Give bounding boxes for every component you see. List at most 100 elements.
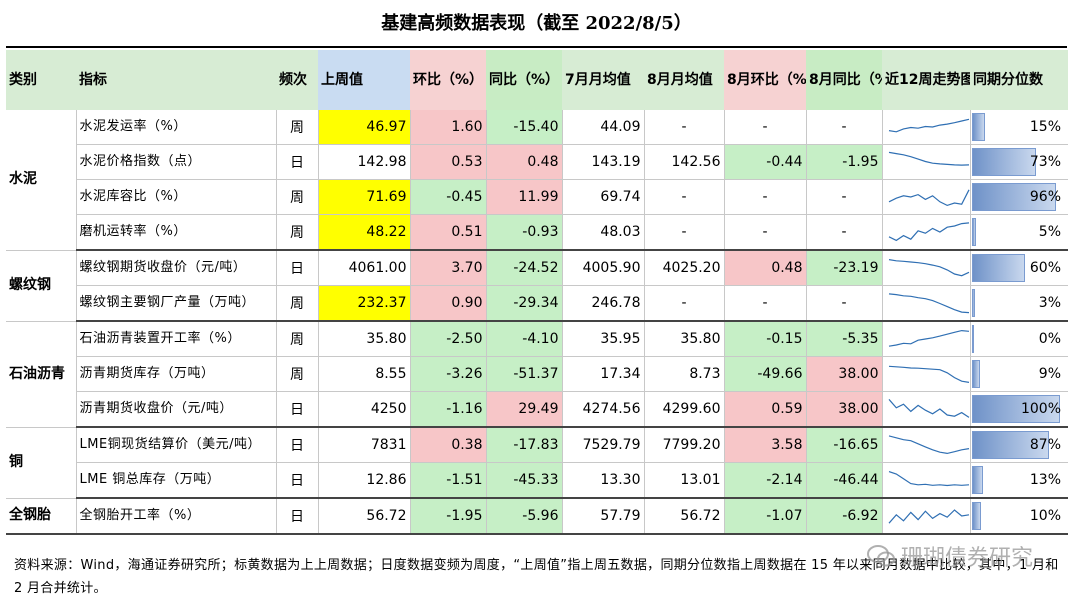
table-row: 螺纹钢 螺纹钢期货收盘价（元/吨）日 4061.00 3.70 -24.52 4005.9… <box>6 250 1068 322</box>
data-table: 类别 指标 频次 上周值 环比（%） 同比（%） 7月月均值 8月月均值 8月环… <box>6 50 1068 535</box>
aug-yoy-value: -46.44 <box>805 462 882 499</box>
yoy-value: -29.34 <box>485 285 562 322</box>
table-row: 螺纹钢主要钢厂产量（万吨）周 232.37 0.90 -29.34 246.78- - -3… <box>6 285 1068 322</box>
percentile-cell: 13% <box>969 462 1068 499</box>
yoy-value: 29.49 <box>485 391 562 428</box>
wow-value: -0.45 <box>409 179 486 215</box>
yoy-value: -4.10 <box>485 321 562 357</box>
jul-avg-value: 69.74 <box>561 179 644 215</box>
sparkline <box>888 151 969 166</box>
frequency-label: 日 <box>275 498 318 535</box>
sparkline-cell <box>881 427 970 463</box>
aug-mom-value: - <box>723 110 806 145</box>
aug-avg-value: 35.80 <box>643 321 724 357</box>
last-week-value: 7831 <box>317 427 410 463</box>
percentile-value: 100% <box>1020 401 1061 417</box>
percentile-value: 3% <box>1038 295 1061 311</box>
frequency-label: 周 <box>275 356 318 392</box>
percentile-cell: 9% <box>969 356 1068 392</box>
indicator-label: 磨机运转率（%） <box>75 214 276 251</box>
wow-value: 0.51 <box>409 214 486 251</box>
table-row: 沥青期货收盘价（元/吨）日 4250 -1.16 29.49 4274.56 4299.6… <box>6 391 1068 428</box>
percentile-value: 13% <box>1029 472 1061 488</box>
category-label: 全钢胎 <box>6 498 76 535</box>
sparkline-cell <box>881 356 970 392</box>
category-label: 水泥 <box>6 110 76 251</box>
percentile-bar <box>971 183 1056 211</box>
aug-yoy-value: - <box>805 179 882 215</box>
yoy-value: -45.33 <box>485 462 562 499</box>
wow-value: 0.90 <box>409 285 486 322</box>
header-row: 类别 指标 频次 上周值 环比（%） 同比（%） 7月月均值 8月月均值 8月环… <box>6 50 1068 110</box>
aug-yoy-value: -6.92 <box>805 498 882 535</box>
last-week-value: 4250 <box>317 391 410 428</box>
wow-value: -1.95 <box>409 498 486 535</box>
yoy-value: -17.83 <box>485 427 562 463</box>
page-title: 基建高频数据表现（截至 2022/8/5） <box>381 13 692 34</box>
watermark-text: 珊瑚债券研究 <box>900 546 1033 571</box>
sparkline <box>888 365 969 383</box>
table-row: 磨机运转率（%）周 48.22 0.51 -0.93 48.03- - -5% <box>6 214 1068 251</box>
jul-avg-value: 143.19 <box>561 144 644 180</box>
table-row: 水泥 水泥发运率（%）周 46.97 1.60 -15.40 44.09- - -15% <box>6 110 1068 251</box>
percentile-cell: 87% <box>969 427 1068 463</box>
indicator-label: 水泥库容比（%） <box>75 179 276 215</box>
jul-avg-value: 13.30 <box>561 462 644 499</box>
jul-avg-value: 17.34 <box>561 356 644 392</box>
percentile-bar <box>971 254 1025 282</box>
last-week-value: 232.37 <box>317 285 410 322</box>
aug-avg-value: - <box>643 110 724 145</box>
category-label: 石油沥青 <box>6 321 76 428</box>
percentile-value: 96% <box>1029 189 1061 205</box>
header-trend: 近12周走势图 <box>882 50 970 110</box>
aug-avg-value: 56.72 <box>643 498 724 535</box>
aug-avg-value: - <box>643 285 724 322</box>
sparkline <box>888 118 969 133</box>
yoy-value: -24.52 <box>485 250 562 286</box>
aug-mom-value: -2.14 <box>723 462 806 499</box>
aug-yoy-value: -16.65 <box>805 427 882 463</box>
aug-avg-value: 8.73 <box>643 356 724 392</box>
jul-avg-value: 35.95 <box>561 321 644 357</box>
aug-yoy-value: - <box>805 285 882 322</box>
aug-avg-value: 4299.60 <box>643 391 724 428</box>
sparkline-cell <box>881 285 970 322</box>
aug-avg-value: 142.56 <box>643 144 724 180</box>
sparkline <box>888 329 969 347</box>
percentile-bar <box>971 148 1036 176</box>
aug-mom-value: - <box>723 285 806 322</box>
table-row: LME 铜总库存（万吨）日 12.86 -1.51 -45.33 13.30 13.01-… <box>6 462 1068 499</box>
frequency-label: 日 <box>275 391 318 428</box>
percentile-value: 9% <box>1038 366 1061 382</box>
sparkline-cell <box>881 110 970 145</box>
percentile-cell: 96% <box>969 179 1068 215</box>
table-row: 沥青期货库存（万吨）周 8.55 -3.26 -51.37 17.34 8.73 -49.6… <box>6 356 1068 392</box>
aug-mom-value: -49.66 <box>723 356 806 392</box>
percentile-value: 0% <box>1038 331 1061 347</box>
aug-avg-value: 4025.20 <box>643 250 724 286</box>
indicator-label: LME铜现货结算价（美元/吨） <box>75 427 276 463</box>
frequency-label: 日 <box>275 462 318 499</box>
category-label: 螺纹钢 <box>6 250 76 322</box>
jul-avg-value: 246.78 <box>561 285 644 322</box>
indicator-label: 螺纹钢期货收盘价（元/吨） <box>75 250 276 286</box>
jul-avg-value: 48.03 <box>561 214 644 251</box>
wechat-icon <box>866 545 895 567</box>
percentile-value: 87% <box>1029 437 1061 453</box>
sparkline-cell <box>881 250 970 286</box>
sparkline-cell <box>881 391 970 428</box>
yoy-value: -15.40 <box>485 110 562 145</box>
header-wow: 环比（%） <box>410 50 486 110</box>
header-jul-avg: 7月月均值 <box>562 50 644 110</box>
wow-value: 0.53 <box>409 144 486 180</box>
jul-avg-value: 44.09 <box>561 110 644 145</box>
header-aug-mom: 8月环比（%） <box>724 50 806 110</box>
percentile-bar <box>971 395 1060 423</box>
header-category: 类别 <box>6 50 76 110</box>
frequency-label: 周 <box>275 285 318 322</box>
yoy-value: 0.48 <box>485 144 562 180</box>
percentile-cell: 15% <box>969 110 1068 145</box>
percentile-cell: 73% <box>969 144 1068 180</box>
last-week-value: 48.22 <box>317 214 410 251</box>
wow-value: -2.50 <box>409 321 486 357</box>
